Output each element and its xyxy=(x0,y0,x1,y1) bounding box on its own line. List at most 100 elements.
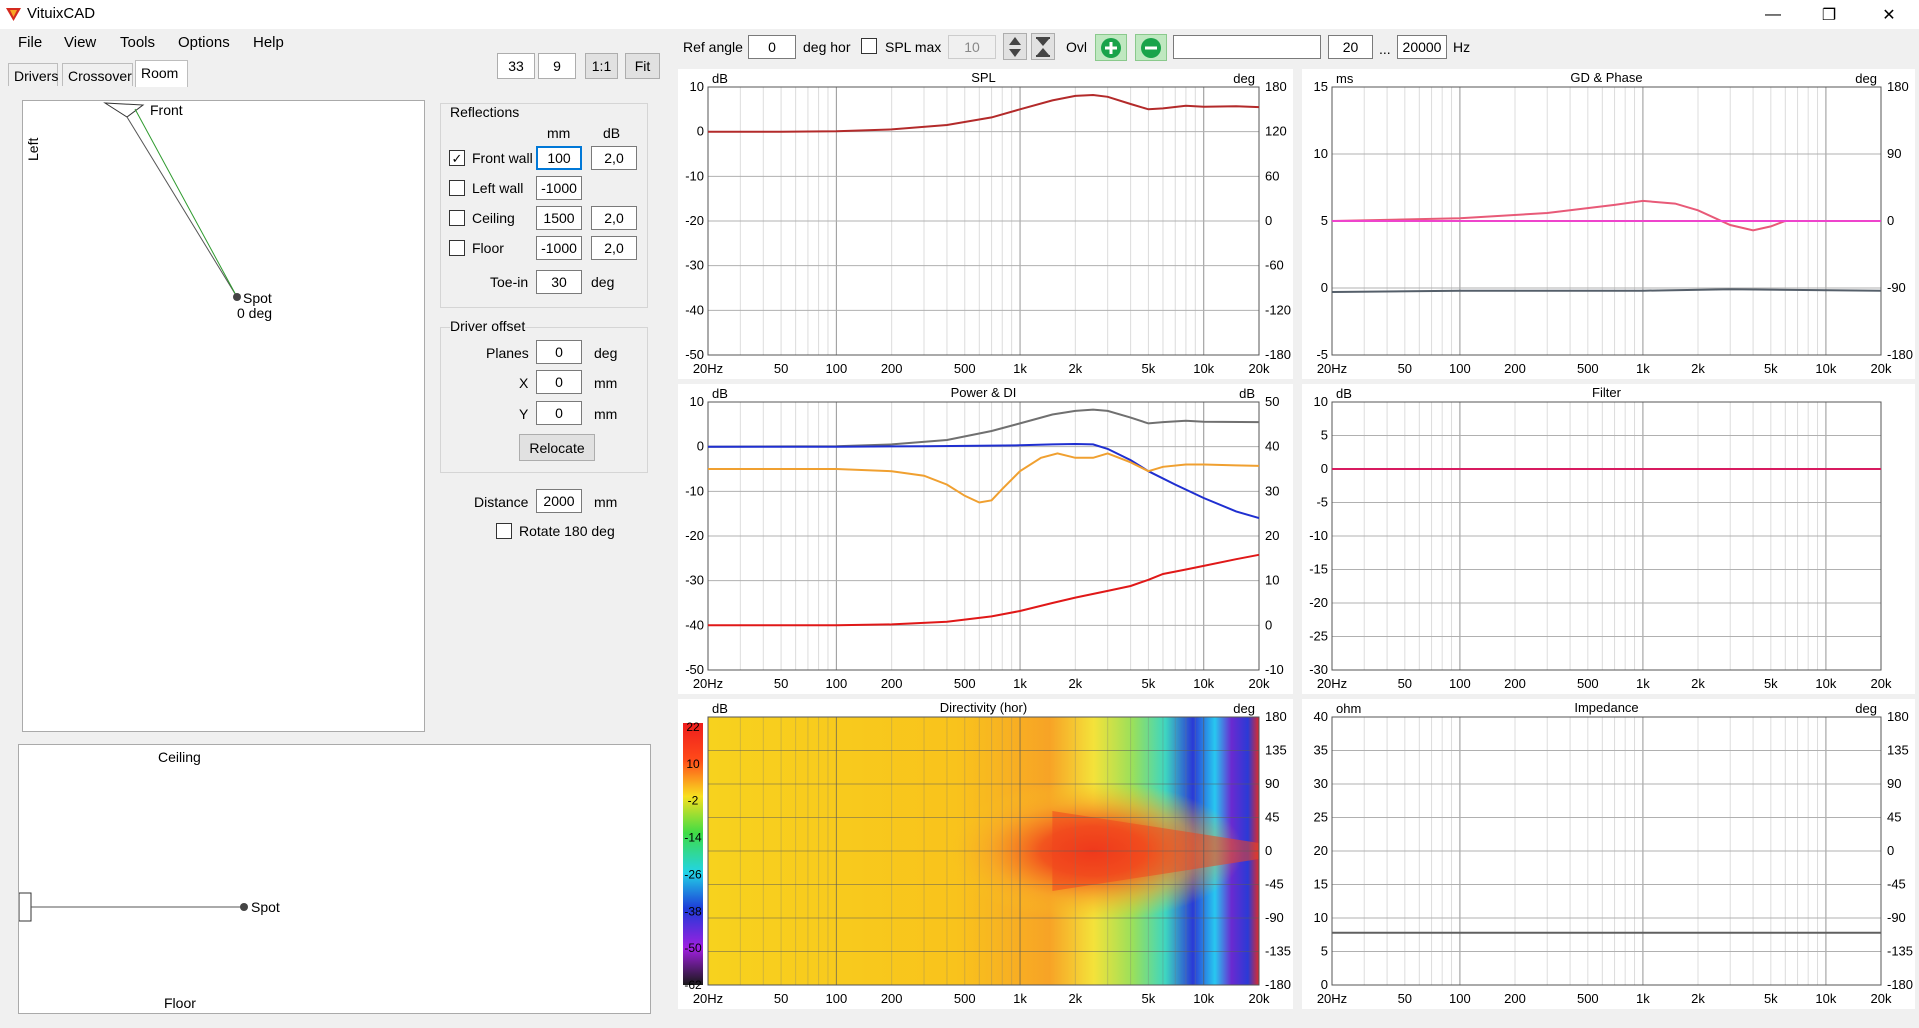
x-tick-label: 50 xyxy=(1398,676,1412,691)
y2-tick-label: 45 xyxy=(1265,810,1279,825)
floor-db-input[interactable]: 2,0 xyxy=(591,236,637,260)
x-tick-label: 500 xyxy=(954,676,976,691)
maximize-button[interactable]: ❐ xyxy=(1821,6,1837,24)
y-offset-input[interactable]: 0 xyxy=(536,401,582,425)
y2-tick-label: 45 xyxy=(1887,810,1901,825)
add-overlay-button[interactable] xyxy=(1095,34,1127,61)
spl-chart[interactable]: 100-10-20-30-40-50180120600-60-120-18020… xyxy=(678,69,1293,379)
plus-circle-icon xyxy=(1101,37,1121,58)
x-tick-label: 5k xyxy=(1764,676,1778,691)
freq-min-input[interactable]: 20 xyxy=(1328,35,1373,59)
menu-tools[interactable]: Tools xyxy=(120,34,156,51)
distance-input[interactable]: 2000 xyxy=(536,489,582,513)
overlay-name-input[interactable] xyxy=(1173,35,1321,59)
x-tick-label: 50 xyxy=(774,991,788,1006)
collapse-button[interactable] xyxy=(1031,33,1055,60)
toe-in-input[interactable]: 30 xyxy=(536,270,582,294)
y2-tick-label: 50 xyxy=(1265,394,1279,409)
fit-button[interactable]: Fit xyxy=(625,53,660,79)
y2-tick-label: 0 xyxy=(1887,843,1894,858)
x-tick-label: 200 xyxy=(1504,676,1526,691)
ceiling-checkbox[interactable] xyxy=(449,210,465,226)
room-plan-view[interactable]: Front Left Spot 0 deg xyxy=(22,100,425,732)
series-line-1 xyxy=(708,442,1260,520)
y-tick-label: -10 xyxy=(685,168,704,183)
series-line-0 xyxy=(1331,199,1881,232)
directivity-chart[interactable]: 180 135 90 45 0 -45 -90 -135 -180 22 10 -2 -14 -26 -38… xyxy=(678,699,1293,1009)
ceiling-refl-label: Ceiling xyxy=(472,210,515,226)
menu-file[interactable]: File xyxy=(18,34,43,51)
updown-button[interactable] xyxy=(1003,33,1027,60)
planes-unit: deg xyxy=(594,345,618,361)
x-tick-label: 20Hz xyxy=(693,991,723,1006)
y2-tick-label: 0 xyxy=(1265,617,1272,632)
relocate-button[interactable]: Relocate xyxy=(519,434,595,461)
scale-tick-label: -50 xyxy=(684,941,702,955)
y-tick-label: -30 xyxy=(685,573,704,588)
menu-view[interactable]: View xyxy=(64,34,97,51)
zoom-field-b[interactable]: 9 xyxy=(538,53,576,79)
y2-tick-label: 40 xyxy=(1265,439,1279,454)
left-unit-label: ohm xyxy=(1336,701,1361,716)
ceiling-db-input[interactable]: 2,0 xyxy=(591,206,637,230)
y-tick-label: -5 xyxy=(1316,495,1328,510)
menu-options[interactable]: Options xyxy=(178,34,230,51)
x-tick-label: 200 xyxy=(881,991,903,1006)
ceiling-mm-input[interactable]: 1500 xyxy=(536,206,582,230)
chart-title: SPL xyxy=(971,70,996,85)
y2-tick-label: 20 xyxy=(1265,528,1279,543)
freq-max-input[interactable]: 20000 xyxy=(1397,35,1447,59)
x-tick-label: 100 xyxy=(1449,361,1471,376)
minimize-button[interactable]: — xyxy=(1765,5,1781,23)
y-tick-label: -20 xyxy=(685,528,704,543)
side-view-drawing xyxy=(19,892,248,922)
tab-room[interactable]: Room xyxy=(135,60,188,87)
distance-label: Distance xyxy=(474,494,529,510)
remove-overlay-button[interactable] xyxy=(1135,34,1167,61)
floor-checkbox[interactable] xyxy=(449,240,465,256)
x-tick-label: 20Hz xyxy=(1317,361,1347,376)
y2-tick-label: -180 xyxy=(1265,977,1291,992)
rotate-checkbox[interactable] xyxy=(496,523,512,539)
right-unit-label: deg xyxy=(1233,701,1255,716)
tab-drivers[interactable]: Drivers xyxy=(8,63,58,86)
y-tick-label: 30 xyxy=(1314,776,1328,791)
y-tick-label: 25 xyxy=(1314,810,1328,825)
spl-max-input[interactable]: 10 xyxy=(948,35,996,59)
x-offset-input[interactable]: 0 xyxy=(536,370,582,394)
close-button[interactable]: ✕ xyxy=(1882,6,1896,24)
front-wall-mm-input[interactable]: 100 xyxy=(536,146,582,170)
y2-tick-label: 90 xyxy=(1265,776,1279,791)
left-wall-checkbox[interactable] xyxy=(449,180,465,196)
tab-crossover[interactable]: Crossover xyxy=(62,63,133,86)
y2-tick-label: 135 xyxy=(1887,743,1909,758)
rotate-label: Rotate 180 deg xyxy=(519,523,615,539)
x-tick-label: 500 xyxy=(1577,361,1599,376)
y-tick-label: 10 xyxy=(1314,146,1328,161)
toe-in-unit: deg xyxy=(591,274,615,290)
x-tick-label: 10k xyxy=(1815,991,1836,1006)
series-line-0 xyxy=(707,408,1260,448)
left-wall-mm-input[interactable]: -1000 xyxy=(536,176,582,200)
spot-marker xyxy=(233,293,241,301)
spl-max-checkbox[interactable] xyxy=(861,38,877,54)
driver-offset-group xyxy=(440,327,648,473)
impedance-chart[interactable]: 403530252015105018013590450-45-90-135-18… xyxy=(1302,699,1915,1009)
floor-label: Floor xyxy=(164,995,196,1011)
menu-help[interactable]: Help xyxy=(253,34,284,51)
y-tick-label: -30 xyxy=(685,258,704,273)
one-to-one-button[interactable]: 1:1 xyxy=(585,53,618,79)
ref-angle-input[interactable]: 0 xyxy=(748,35,796,59)
x-tick-label: 10k xyxy=(1815,676,1836,691)
zoom-field-a[interactable]: 33 xyxy=(497,53,535,79)
y-unit: mm xyxy=(594,406,618,422)
front-wall-checkbox[interactable]: ✓ xyxy=(449,150,465,166)
floor-mm-input[interactable]: -1000 xyxy=(536,236,582,260)
front-wall-db-input[interactable]: 2,0 xyxy=(591,146,637,170)
planes-input[interactable]: 0 xyxy=(536,340,582,364)
y2-tick-label: 0 xyxy=(1265,843,1272,858)
room-side-view[interactable]: Ceiling Floor Spot xyxy=(18,744,651,1014)
